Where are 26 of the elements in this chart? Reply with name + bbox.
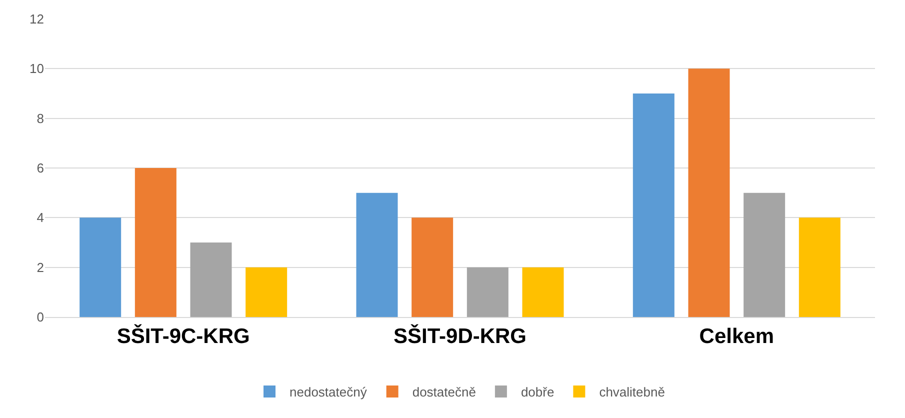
x-tick-label: SŠIT-9D-KRG <box>393 324 527 348</box>
legend-label: nedostatečný <box>290 384 368 400</box>
legend-label: dobře <box>520 384 554 400</box>
bar <box>688 68 730 317</box>
bar <box>356 192 398 317</box>
x-tick-label: Celkem <box>699 325 774 348</box>
bar <box>134 168 176 317</box>
bar <box>412 218 454 317</box>
bar <box>190 242 232 317</box>
y-tick-label: 10 <box>30 61 44 76</box>
y-tick-label: 12 <box>30 12 44 27</box>
bar <box>798 218 840 317</box>
bar <box>80 218 122 317</box>
y-tick-label: 6 <box>36 160 44 176</box>
y-tick-label: 2 <box>36 260 44 275</box>
y-tick-label: 4 <box>36 210 44 226</box>
y-tick-label: 0 <box>36 310 44 325</box>
x-tick-label: SŠIT-9C-KRG <box>116 324 250 348</box>
legend-label: chvalitebně <box>599 384 665 400</box>
legend-label: dostatečně <box>412 384 476 400</box>
bar <box>522 267 564 317</box>
bar <box>466 267 508 317</box>
bar <box>744 192 786 317</box>
y-tick-label: 8 <box>36 110 44 126</box>
bar <box>632 94 674 317</box>
bar <box>246 267 288 317</box>
